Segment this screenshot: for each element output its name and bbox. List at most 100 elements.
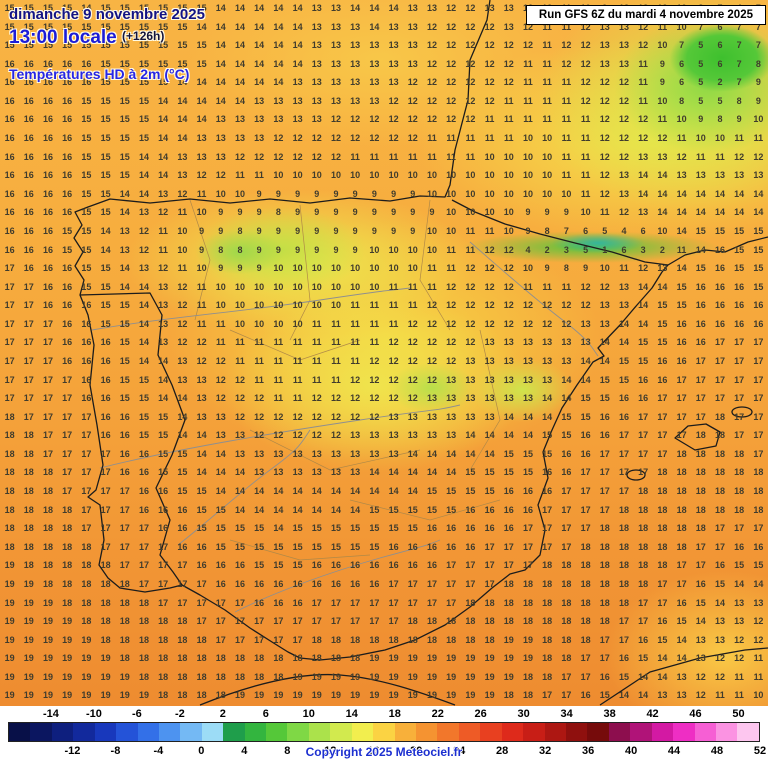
temp-value: 9	[295, 188, 301, 199]
temp-value: 12	[446, 95, 457, 106]
temp-value: 16	[23, 151, 34, 162]
temp-value: 18	[62, 560, 73, 571]
temp-value: 13	[196, 411, 207, 422]
scale-label: 18	[388, 708, 401, 720]
temp-value: 17	[714, 393, 725, 404]
temp-value: 12	[158, 207, 169, 218]
temp-value: 19	[100, 653, 111, 664]
temp-value: 18	[23, 486, 34, 497]
temp-value: 18	[138, 616, 149, 627]
temp-value: 12	[311, 151, 322, 162]
scale-label: -12	[64, 745, 81, 757]
scale-segment	[608, 723, 631, 741]
temp-value: 13	[446, 411, 457, 422]
temp-value: 10	[503, 170, 514, 181]
temp-value: 18	[100, 616, 111, 627]
temp-value: 9	[391, 188, 397, 199]
temp-value: 10	[407, 263, 418, 274]
temp-value: 10	[657, 225, 668, 236]
temp-value: 19	[119, 690, 130, 701]
scale-segment	[394, 723, 417, 741]
temp-value: 10	[215, 188, 226, 199]
temp-value: 12	[446, 58, 457, 69]
copyright-label: Copyright 2025 Meteociel.fr	[305, 745, 463, 759]
temp-value: 19	[4, 597, 15, 608]
temp-value: 17	[599, 467, 610, 478]
temp-value: 12	[407, 95, 418, 106]
temp-value: 14	[158, 170, 169, 181]
temp-value: 15	[138, 374, 149, 385]
temp-value: 18	[561, 634, 572, 645]
temp-value: 19	[350, 671, 361, 682]
scale-label: 16	[367, 745, 380, 757]
temp-value: 11	[408, 151, 418, 162]
temp-value: 15	[714, 578, 725, 589]
temp-value: 17	[753, 411, 764, 422]
temp-value: 9	[755, 77, 761, 88]
scale-label: 4	[241, 745, 248, 757]
temp-value: 17	[388, 616, 399, 627]
temp-value: 10	[254, 318, 265, 329]
temp-value: 18	[158, 653, 169, 664]
scale-label: 0	[198, 745, 205, 757]
temp-value: 17	[484, 578, 495, 589]
temp-value: 16	[23, 77, 34, 88]
temp-value: 12	[215, 393, 226, 404]
temp-value: 18	[23, 448, 34, 459]
temp-value: 16	[81, 318, 92, 329]
temp-value: 11	[292, 356, 303, 366]
temp-value: 16	[292, 578, 303, 589]
temp-value: 12	[734, 634, 745, 645]
temp-value: 13	[234, 133, 245, 144]
temp-value: 17	[23, 300, 34, 311]
temp-value: 16	[580, 448, 591, 459]
temp-value: 12	[426, 337, 437, 348]
temp-value: 17	[638, 411, 649, 422]
temp-value: 14	[734, 188, 745, 199]
temp-value: 17	[81, 467, 92, 478]
temp-value: 17	[196, 578, 207, 589]
temp-value: 12	[426, 300, 437, 311]
temp-value: 8	[679, 95, 685, 106]
temp-value: 17	[158, 578, 169, 589]
temp-value: 15	[100, 151, 111, 162]
scale-label: -14	[43, 708, 59, 720]
temp-value: 10	[426, 225, 437, 236]
temp-value: 17	[714, 523, 725, 534]
temp-value: 17	[23, 393, 34, 404]
temp-value: 12	[657, 133, 668, 144]
temp-value: 15	[254, 560, 265, 571]
temp-value: 7	[563, 225, 569, 236]
temp-value: 10	[215, 300, 226, 311]
temp-value: 13	[638, 207, 649, 218]
temp-value: 9	[583, 263, 589, 274]
temp-value: 15	[676, 281, 687, 292]
temp-value: 10	[599, 263, 610, 274]
temp-value: 15	[81, 133, 92, 144]
temp-value: 19	[292, 690, 303, 701]
temp-value: 13	[522, 374, 533, 385]
temp-value: 16	[138, 467, 149, 478]
temp-value: 19	[42, 671, 53, 682]
temp-value: 19	[4, 671, 15, 682]
temp-value: 17	[676, 411, 687, 422]
temp-value: 17	[330, 616, 341, 627]
temp-value: 13	[503, 337, 514, 348]
temp-value: 16	[4, 114, 15, 125]
temp-value: 11	[446, 244, 456, 255]
temp-value: 15	[81, 170, 92, 181]
temp-value: 9	[295, 207, 301, 218]
temp-value: 12	[446, 77, 457, 88]
temp-value: 15	[119, 300, 130, 311]
temp-value: 15	[657, 634, 668, 645]
temp-value: 17	[542, 504, 553, 515]
temp-value: 12	[503, 318, 514, 329]
temp-value: 9	[410, 188, 416, 199]
temp-value: 17	[100, 448, 111, 459]
temp-value: 13	[542, 374, 553, 385]
temp-value: 18	[100, 560, 111, 571]
temp-value: 15	[465, 467, 476, 478]
temp-value: 18	[542, 616, 553, 627]
temp-value: 11	[523, 114, 533, 125]
temp-value: 13	[330, 467, 341, 478]
